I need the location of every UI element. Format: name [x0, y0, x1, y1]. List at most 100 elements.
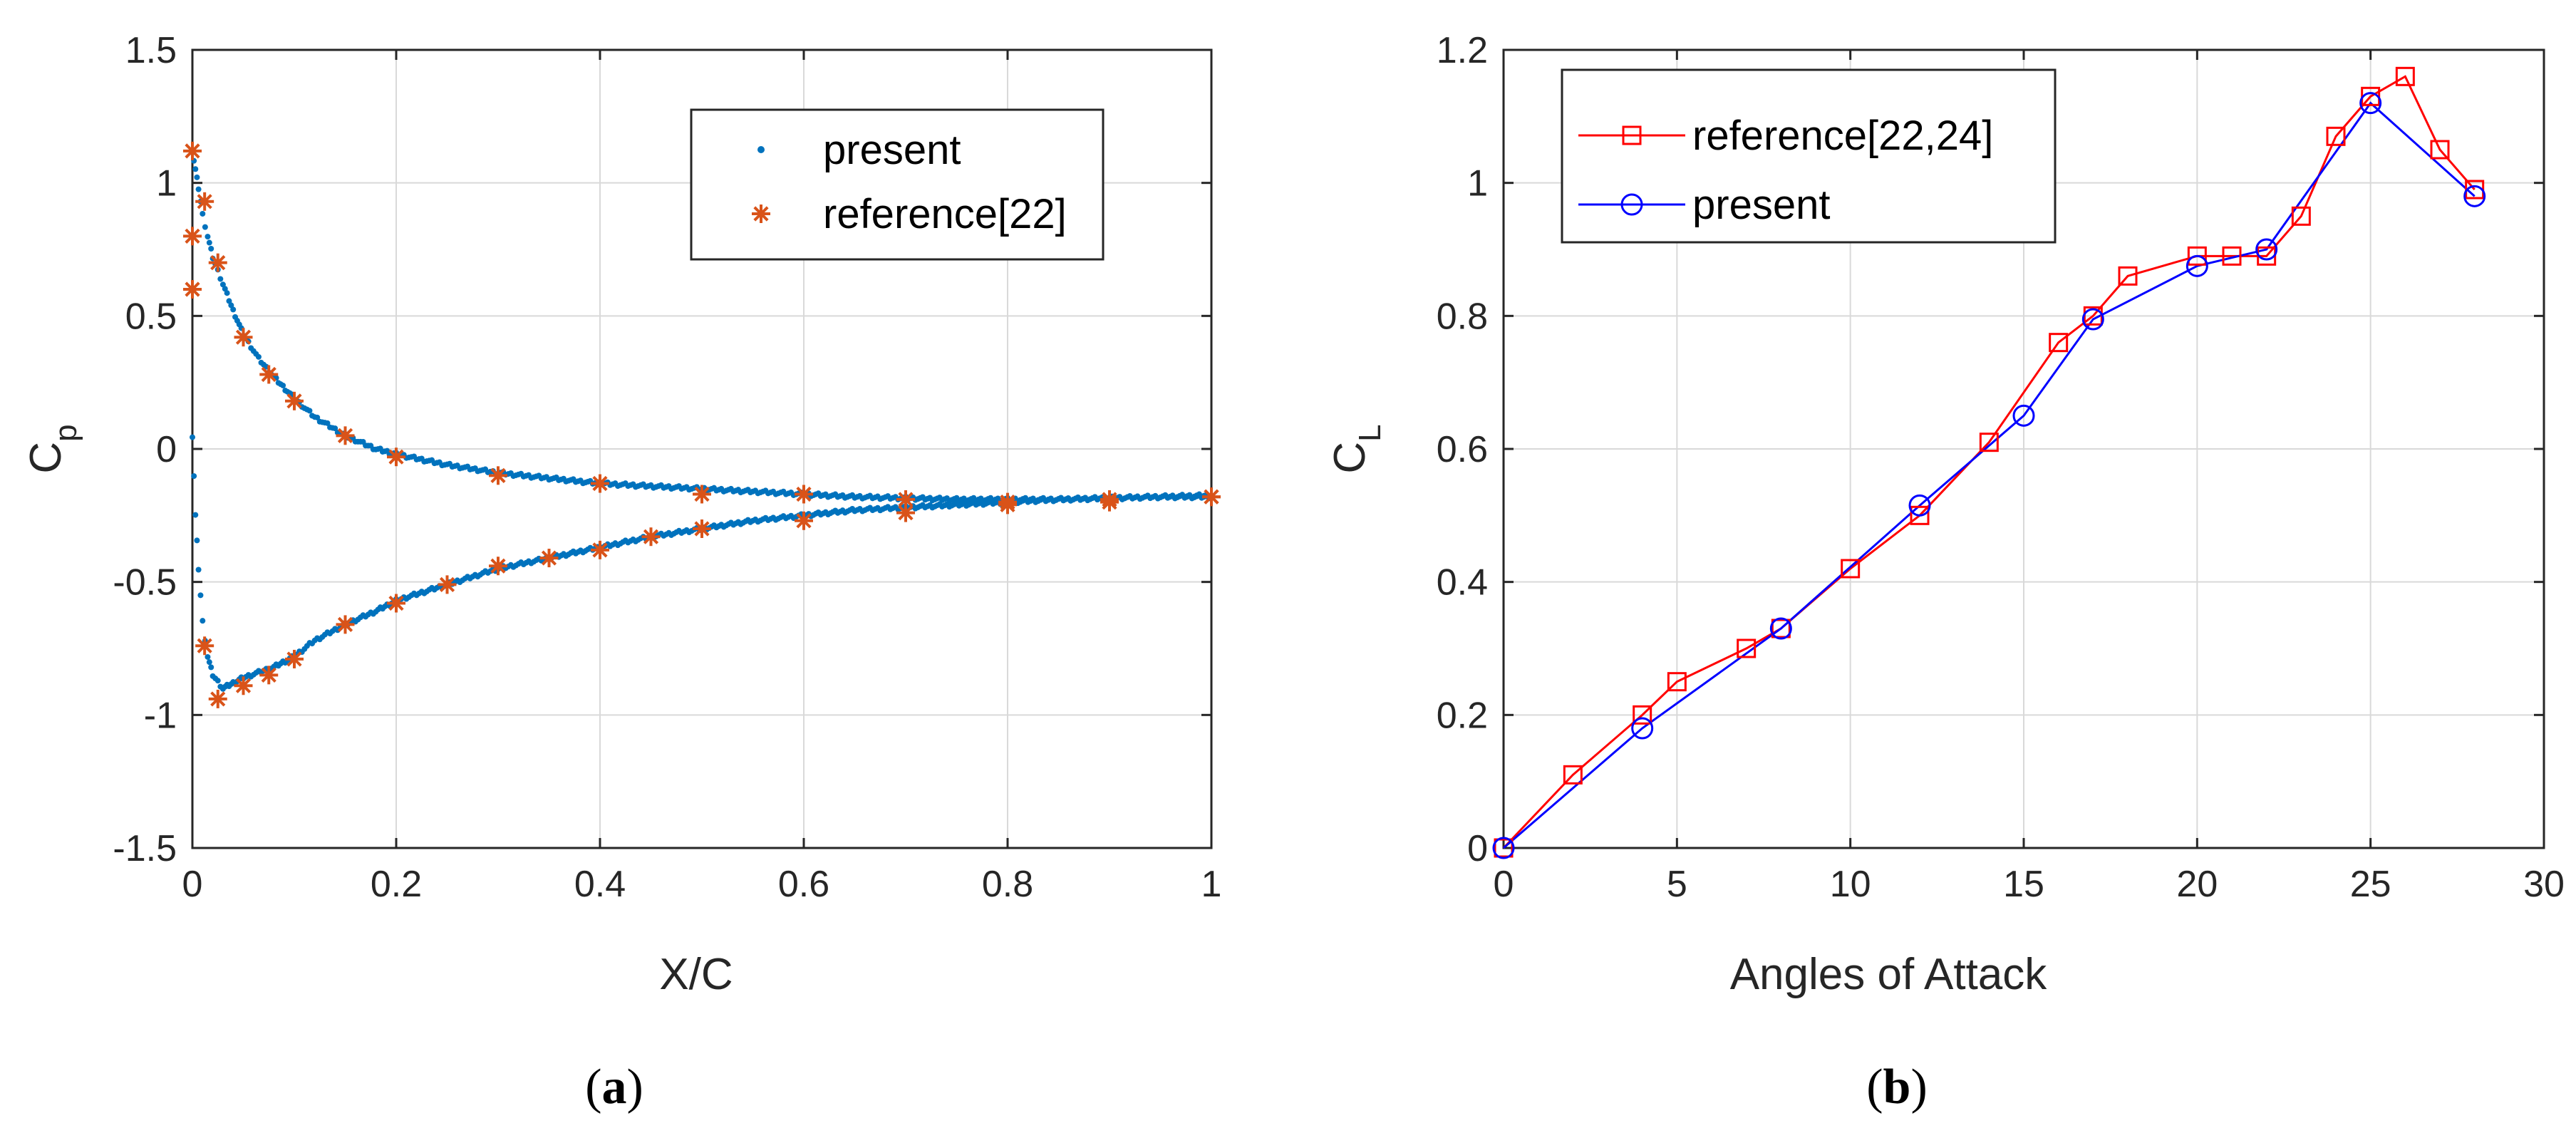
present-point	[306, 408, 313, 414]
legend-marker-present-b	[1620, 193, 1643, 216]
reference-point	[2049, 333, 2069, 353]
x-tick-label: 0.8	[982, 864, 1033, 905]
present-point	[280, 382, 286, 388]
reference-point	[1667, 672, 1687, 692]
reference-point	[208, 689, 227, 708]
present-point	[332, 425, 338, 432]
reference-point	[387, 594, 405, 613]
reference-point	[2395, 66, 2415, 86]
y-tick-label: -1.5	[113, 828, 177, 869]
present-point	[1631, 717, 1654, 740]
reference-point	[208, 253, 227, 272]
reference-point	[591, 540, 609, 559]
present-point	[1908, 494, 1931, 517]
reference-point	[195, 192, 214, 211]
reference-point	[1563, 765, 1583, 785]
x-tick-label: 0	[1494, 864, 1514, 905]
y-tick-label: 0.5	[125, 296, 177, 337]
reference-point	[183, 227, 202, 246]
series-line-present	[1503, 101, 2476, 849]
panel-label-b-close: )	[1910, 1060, 1927, 1114]
chart-a-y-ticks: -1.5 -1 -0.5 0 0.5 1 1.5	[113, 30, 1211, 869]
present-point	[205, 653, 211, 660]
present-point	[2081, 308, 2104, 331]
chart-b-series-lines	[1502, 75, 2476, 849]
reference-point	[2291, 206, 2311, 226]
reference-point	[234, 676, 253, 695]
svg-text:CL: CL	[1325, 424, 1387, 473]
chart-b-y-axis-label: CL	[1325, 424, 1387, 473]
chart-a-legend: present reference[22]	[690, 108, 1105, 261]
present-point	[200, 618, 206, 624]
legend-label-reference-a: reference[22]	[823, 191, 1067, 237]
x-tick-label: 20	[2176, 864, 2218, 905]
legend-marker-reference-b	[1622, 125, 1642, 145]
present-point	[314, 414, 321, 420]
legend-label-present-a: present	[823, 127, 961, 173]
y-tick-label: -0.5	[113, 562, 177, 604]
reference-point	[336, 615, 355, 634]
present-point	[2186, 254, 2208, 277]
reference-point	[2118, 266, 2138, 286]
present-point	[208, 664, 214, 671]
legend-marker-present-a	[757, 146, 765, 153]
reference-point	[1100, 492, 1119, 512]
chart-b-data-points	[1492, 66, 2486, 859]
y-tick-label: 0.2	[1437, 695, 1488, 736]
present-point	[255, 353, 262, 360]
present-point	[208, 246, 214, 252]
present-point	[2359, 92, 2382, 115]
chart-b: 0 5 10 15 20 25 30 0 0.2 0.4 0.6 0.8 1 1.2 Angles of…	[1325, 30, 2565, 999]
y-tick-label: 0.6	[1437, 429, 1488, 470]
reference-point	[795, 485, 813, 504]
present-point	[2463, 185, 2486, 207]
legend-label-reference-b: reference[22,24]	[1692, 113, 1993, 159]
reference-point	[438, 575, 457, 594]
present-point	[219, 281, 226, 288]
present-point	[2255, 238, 2278, 261]
present-point	[202, 224, 208, 230]
reference-point	[998, 495, 1017, 514]
chart-b-y-label-main: C	[1325, 442, 1375, 474]
reference-point	[285, 649, 304, 668]
present-point	[192, 166, 199, 172]
reference-point	[183, 280, 202, 299]
present-point	[194, 174, 200, 180]
panel-label-a-open: (	[585, 1060, 601, 1114]
chart-a-x-axis-label: X/C	[659, 950, 733, 999]
reference-point	[2187, 246, 2207, 266]
present-point	[222, 286, 228, 292]
present-point	[205, 234, 211, 240]
present-point	[2012, 404, 2035, 427]
x-tick-label: 1	[1201, 864, 1222, 905]
reference-point	[1202, 487, 1221, 507]
chart-b-x-ticks: 0 5 10 15 20 25 30	[1494, 50, 2565, 905]
x-tick-label: 0.4	[574, 864, 626, 905]
reference-point	[1494, 838, 1514, 858]
panel-label-a-close: )	[627, 1060, 643, 1114]
reference-point	[1841, 559, 1861, 579]
y-tick-label: 0.4	[1437, 562, 1488, 604]
panel-label-a-letter: a	[602, 1060, 627, 1114]
y-tick-label: -1	[144, 695, 177, 736]
present-point	[324, 420, 331, 426]
reference-point	[896, 503, 915, 522]
present-point	[200, 210, 206, 217]
x-tick-label: 25	[2350, 864, 2391, 905]
chart-b-y-label-sub: L	[1352, 424, 1387, 441]
reference-point	[693, 485, 711, 504]
panel-label-a: (a)	[585, 1060, 643, 1114]
present-point	[195, 567, 202, 573]
y-tick-label: 0	[156, 429, 177, 470]
reference-point	[183, 141, 202, 160]
reference-point	[2430, 140, 2450, 160]
x-tick-label: 5	[1667, 864, 1687, 905]
x-tick-label: 0.6	[778, 864, 829, 905]
chart-b-y-ticks: 0 0.2 0.4 0.6 0.8 1 1.2	[1437, 30, 2544, 869]
reference-point	[195, 636, 214, 656]
x-tick-label: 10	[1830, 864, 1871, 905]
reference-point	[259, 666, 279, 685]
chart-b-legend-box	[1561, 68, 2057, 244]
svg-text:Cp: Cp	[21, 424, 83, 473]
reference-point	[693, 519, 711, 538]
